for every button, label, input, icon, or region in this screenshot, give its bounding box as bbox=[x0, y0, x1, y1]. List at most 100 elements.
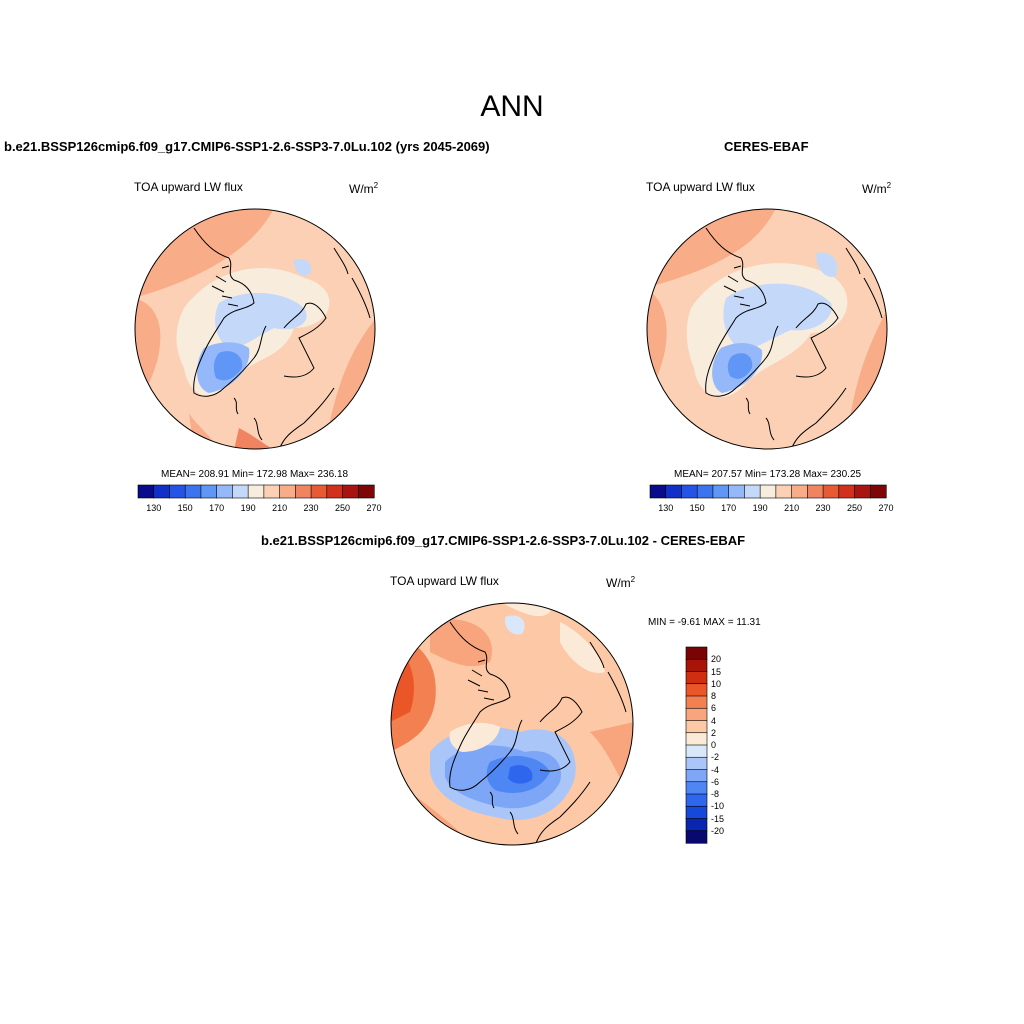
colorbar-diff bbox=[685, 646, 708, 844]
colorbar-swatch bbox=[822, 484, 840, 499]
colorbar-swatch bbox=[295, 484, 312, 499]
colorbar-swatch bbox=[685, 781, 708, 795]
colorbar-swatch bbox=[791, 484, 808, 499]
colorbar-swatch bbox=[696, 484, 714, 499]
main-title: ANN bbox=[480, 90, 544, 123]
colorbar-tick-label: -4 bbox=[711, 764, 720, 775]
colorbar-swatch bbox=[685, 683, 708, 697]
colorbar-swatch bbox=[279, 484, 296, 499]
colorbar-tick-label: 270 bbox=[366, 503, 382, 513]
colorbar-diff-swatches bbox=[685, 646, 708, 844]
colorbar-obs-swatches bbox=[649, 484, 887, 499]
variable-label-diff: TOA upward LW flux bbox=[390, 574, 499, 588]
colorbar-tick-label: 15 bbox=[711, 666, 722, 677]
panel-title-obs: CERES-EBAF bbox=[724, 139, 809, 154]
colorbar-swatch bbox=[326, 484, 344, 499]
colorbar-swatch bbox=[232, 484, 249, 499]
colorbar-swatch bbox=[184, 484, 202, 499]
colorbar-swatch bbox=[854, 484, 871, 499]
colorbar-tick-label: -6 bbox=[711, 776, 720, 787]
colorbar-swatch bbox=[137, 484, 155, 499]
colorbar-swatch bbox=[342, 484, 359, 499]
panel-title-diff: b.e21.BSSP126cmip6.f09_g17.CMIP6-SSP1-2.… bbox=[261, 533, 746, 548]
colorbar-obs bbox=[649, 484, 887, 499]
colorbar-tick-label: 230 bbox=[815, 503, 831, 513]
colorbar-tick-label: 170 bbox=[209, 503, 225, 513]
colorbar-obs-ticks: 130 150 170 190 210 230 250 270 bbox=[650, 503, 893, 515]
colorbar-tick-label: -2 bbox=[711, 752, 720, 763]
colorbar-swatch bbox=[775, 484, 793, 499]
colorbar-tick-label: -15 bbox=[711, 813, 725, 824]
colorbar-swatch bbox=[685, 671, 708, 685]
colorbar-swatch bbox=[685, 695, 708, 709]
colorbar-tick-label: 2 bbox=[711, 727, 717, 738]
colorbar-tick-label: 250 bbox=[847, 503, 863, 513]
colorbar-swatch bbox=[649, 484, 667, 499]
polar-map-diff bbox=[390, 602, 634, 846]
colorbar-swatch bbox=[685, 720, 708, 734]
colorbar-swatch bbox=[685, 818, 708, 832]
colorbar-tick-label: 210 bbox=[784, 503, 800, 513]
colorbar-tick-label: 210 bbox=[272, 503, 288, 513]
colorbar-tick-label: 230 bbox=[303, 503, 319, 513]
colorbar-swatch bbox=[685, 793, 708, 807]
colorbar-model bbox=[137, 484, 375, 499]
colorbar-tick-label: 130 bbox=[146, 503, 162, 513]
colorbar-tick-label: 8 bbox=[711, 691, 717, 701]
colorbar-tick-label: -20 bbox=[711, 825, 725, 836]
colorbar-tick-label: 4 bbox=[711, 715, 717, 726]
colorbar-swatch bbox=[685, 646, 708, 660]
polar-map-obs bbox=[646, 208, 888, 450]
colorbar-tick-label: -8 bbox=[711, 789, 720, 799]
colorbar-swatch bbox=[712, 484, 730, 499]
colorbar-tick-label: 20 bbox=[711, 654, 722, 665]
colorbar-swatch bbox=[685, 756, 708, 771]
polar-map-model bbox=[134, 208, 376, 450]
colorbar-diff-ticks: 20 15 10 8 6 4 2 0 -2 -4 -6 -8 -10 -15 -20 bbox=[711, 647, 751, 843]
colorbar-swatch bbox=[681, 484, 698, 499]
colorbar-swatch bbox=[685, 658, 708, 673]
colorbar-model-swatches bbox=[137, 484, 375, 499]
stats-model: MEAN= 208.91 Min= 172.98 Max= 236.18 bbox=[161, 469, 349, 480]
colorbar-swatch bbox=[685, 732, 708, 746]
colorbar-tick-label: 150 bbox=[177, 503, 193, 513]
colorbar-swatch bbox=[665, 484, 683, 499]
panel-title-model: b.e21.BSSP126cmip6.f09_g17.CMIP6-SSP1-2.… bbox=[4, 139, 490, 154]
minmax-diff: MIN = -9.61 MAX = 11.31 bbox=[648, 617, 761, 628]
units-label-diff: W/m2 bbox=[606, 575, 636, 590]
colorbar-swatch bbox=[759, 484, 777, 499]
colorbar-tick-label: 6 bbox=[711, 703, 717, 714]
variable-label-model: TOA upward LW flux bbox=[134, 180, 243, 194]
units-label-model: W/m2 bbox=[349, 181, 379, 196]
colorbar-model-ticks: 130 150 170 190 210 230 250 270 bbox=[138, 503, 381, 515]
colorbar-tick-label: -10 bbox=[711, 801, 725, 812]
colorbar-swatch bbox=[685, 830, 708, 844]
stats-obs: MEAN= 207.57 Min= 173.28 Max= 230.25 bbox=[674, 469, 862, 480]
colorbar-swatch bbox=[807, 484, 824, 499]
colorbar-swatch bbox=[200, 484, 218, 499]
colorbar-swatch bbox=[169, 484, 186, 499]
colorbar-tick-label: 10 bbox=[711, 678, 722, 689]
colorbar-tick-label: 130 bbox=[658, 503, 674, 513]
colorbar-tick-label: 270 bbox=[878, 503, 894, 513]
colorbar-swatch bbox=[685, 707, 708, 722]
colorbar-swatch bbox=[838, 484, 856, 499]
units-label-obs: W/m2 bbox=[862, 181, 892, 196]
colorbar-swatch bbox=[357, 484, 375, 499]
colorbar-swatch bbox=[728, 484, 745, 499]
colorbar-tick-label: 190 bbox=[752, 503, 768, 513]
colorbar-tick-label: 0 bbox=[711, 740, 717, 750]
colorbar-swatch bbox=[685, 805, 708, 820]
colorbar-swatch bbox=[153, 484, 171, 499]
colorbar-swatch bbox=[685, 744, 708, 758]
colorbar-swatch bbox=[685, 769, 708, 783]
colorbar-swatch bbox=[744, 484, 761, 499]
colorbar-tick-label: 250 bbox=[335, 503, 351, 513]
colorbar-tick-label: 150 bbox=[689, 503, 705, 513]
colorbar-swatch bbox=[869, 484, 887, 499]
variable-label-obs: TOA upward LW flux bbox=[646, 180, 755, 194]
colorbar-swatch bbox=[263, 484, 281, 499]
colorbar-tick-label: 170 bbox=[721, 503, 737, 513]
colorbar-tick-label: 190 bbox=[240, 503, 256, 513]
colorbar-swatch bbox=[216, 484, 233, 499]
